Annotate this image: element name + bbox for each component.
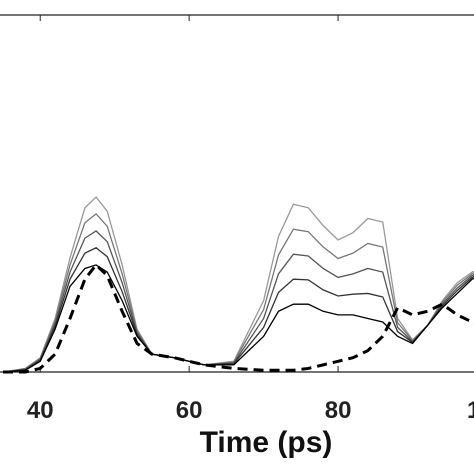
x-tick-label: 100 [467,397,474,424]
x-tick-label: 60 [176,397,203,424]
x-tick-label: 80 [325,397,352,424]
line [2,264,474,373]
line [2,212,474,373]
dashed-line [3,262,474,374]
line [2,196,474,373]
x-axis-label: Time (ps) [200,426,333,459]
x-tick-label: 40 [27,397,54,424]
